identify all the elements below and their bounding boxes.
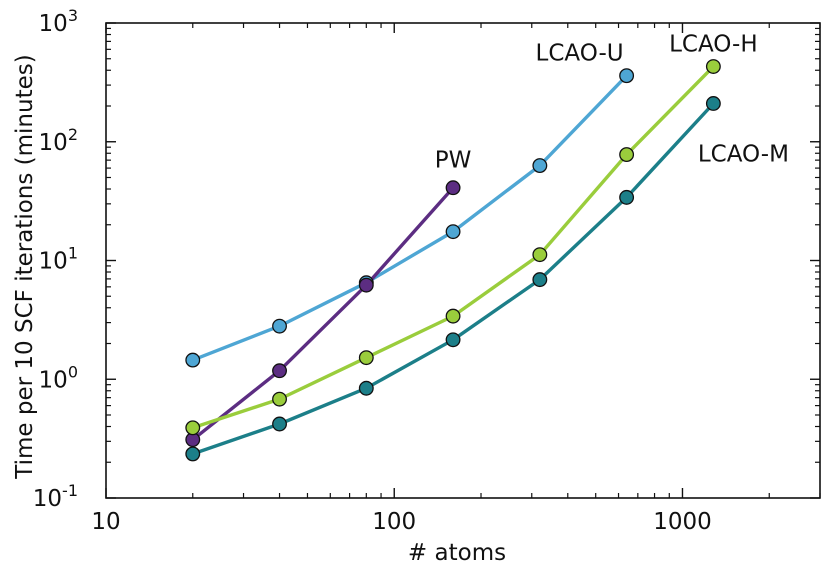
- series-label-lcao-m: LCAO-M: [698, 141, 789, 167]
- series-line-lcao-u: [191, 73, 629, 362]
- series-line-lcao-h: [191, 64, 716, 430]
- data-point-lcao-h: [619, 147, 635, 163]
- data-point-lcao-m: [358, 380, 374, 396]
- y-tick-label: 101: [39, 244, 78, 275]
- data-point-lcao-u: [272, 318, 287, 334]
- series-label-pw: PW: [435, 148, 472, 174]
- series-label-lcao-u: LCAO-U: [536, 41, 624, 67]
- data-point-lcao-m: [705, 96, 721, 111]
- data-point-lcao-m: [532, 272, 548, 288]
- data-point-lcao-u: [185, 352, 201, 368]
- data-point-lcao-h: [705, 59, 721, 74]
- data-point-lcao-m: [185, 446, 201, 462]
- y-tick-label: 103: [39, 6, 78, 37]
- data-point-lcao-u: [619, 68, 635, 84]
- y-tick-label: 102: [39, 125, 78, 156]
- data-point-pw: [272, 363, 287, 379]
- x-tick-label: 1000: [653, 509, 712, 535]
- data-point-lcao-m: [445, 332, 461, 348]
- data-point-lcao-h: [358, 350, 374, 366]
- y-tick-label: 100: [39, 362, 78, 393]
- data-point-lcao-m: [619, 189, 635, 205]
- series-line-pw: [191, 185, 455, 442]
- data-point-lcao-h: [532, 247, 548, 263]
- data-point-pw: [358, 277, 374, 293]
- x-axis-label: # atoms: [408, 540, 506, 566]
- y-tick-label: 10-1: [33, 481, 78, 512]
- x-tick-label: 100: [372, 509, 416, 535]
- data-point-lcao-h: [185, 420, 201, 436]
- y-axis-label: Time per 10 SCF iterations (minutes): [12, 54, 38, 479]
- data-point-lcao-h: [272, 391, 287, 407]
- series-label-lcao-h: LCAO-H: [669, 32, 758, 58]
- data-point-lcao-u: [445, 224, 461, 240]
- data-point-pw: [445, 180, 461, 196]
- data-point-lcao-m: [272, 416, 287, 432]
- x-tick-label: 10: [91, 509, 120, 535]
- data-point-lcao-u: [532, 158, 548, 174]
- data-point-lcao-h: [445, 308, 461, 324]
- plot-frame: [105, 22, 821, 499]
